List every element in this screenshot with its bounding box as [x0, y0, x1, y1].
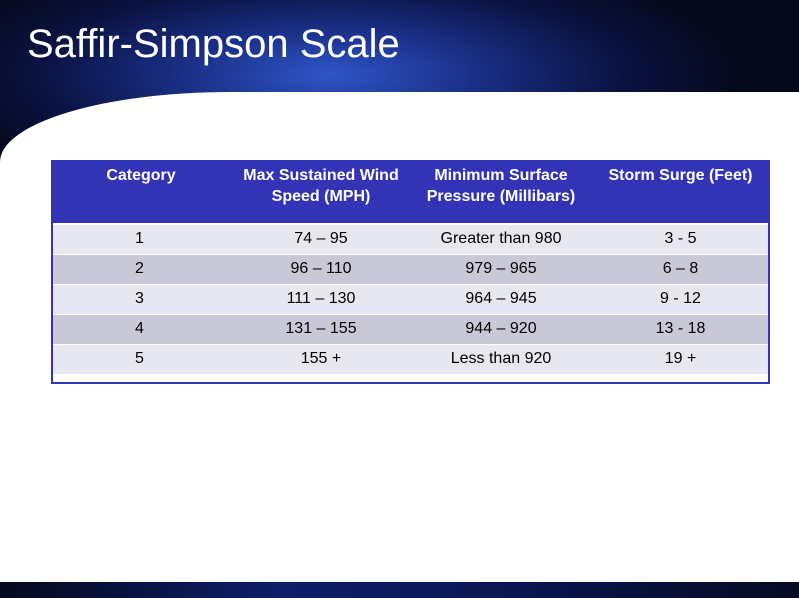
cell-category: 4 — [51, 313, 231, 345]
cell-storm-surge: 9 - 12 — [591, 283, 770, 315]
cell-wind-speed: 131 – 155 — [231, 313, 411, 345]
header-row: Category Max Sustained Wind Speed (MPH) … — [51, 160, 770, 225]
cell-pressure: Less than 920 — [411, 343, 591, 375]
cell-wind-speed: 74 – 95 — [231, 223, 411, 255]
header-pressure: Minimum Surface Pressure (Millibars) — [411, 160, 591, 225]
table-header: Category Max Sustained Wind Speed (MPH) … — [51, 160, 770, 225]
cell-category: 2 — [51, 253, 231, 285]
cell-category: 1 — [51, 223, 231, 255]
saffir-simpson-table: Category Max Sustained Wind Speed (MPH) … — [51, 160, 770, 375]
cell-pressure: 979 – 965 — [411, 253, 591, 285]
table-row: 3 111 – 130 964 – 945 9 - 12 — [51, 283, 770, 315]
table-row: 4 131 – 155 944 – 920 13 - 18 — [51, 313, 770, 345]
header-storm-surge: Storm Surge (Feet) — [591, 160, 770, 225]
cell-pressure: 964 – 945 — [411, 283, 591, 315]
cell-category: 5 — [51, 343, 231, 375]
cell-category: 3 — [51, 283, 231, 315]
cell-storm-surge: 13 - 18 — [591, 313, 770, 345]
table-body: 1 74 – 95 Greater than 980 3 - 5 2 96 – … — [51, 223, 770, 375]
cell-wind-speed: 111 – 130 — [231, 283, 411, 315]
cell-pressure: Greater than 980 — [411, 223, 591, 255]
table-row: 2 96 – 110 979 – 965 6 – 8 — [51, 253, 770, 285]
bottom-bar — [0, 582, 799, 598]
table-row: 5 155 + Less than 920 19 + — [51, 343, 770, 375]
header-category: Category — [51, 160, 231, 225]
table-row: 1 74 – 95 Greater than 980 3 - 5 — [51, 223, 770, 255]
cell-storm-surge: 3 - 5 — [591, 223, 770, 255]
header-wind-speed: Max Sustained Wind Speed (MPH) — [231, 160, 411, 225]
cell-wind-speed: 155 + — [231, 343, 411, 375]
slide-title: Saffir-Simpson Scale — [27, 22, 400, 66]
cell-storm-surge: 19 + — [591, 343, 770, 375]
cell-pressure: 944 – 920 — [411, 313, 591, 345]
cell-wind-speed: 96 – 110 — [231, 253, 411, 285]
cell-storm-surge: 6 – 8 — [591, 253, 770, 285]
